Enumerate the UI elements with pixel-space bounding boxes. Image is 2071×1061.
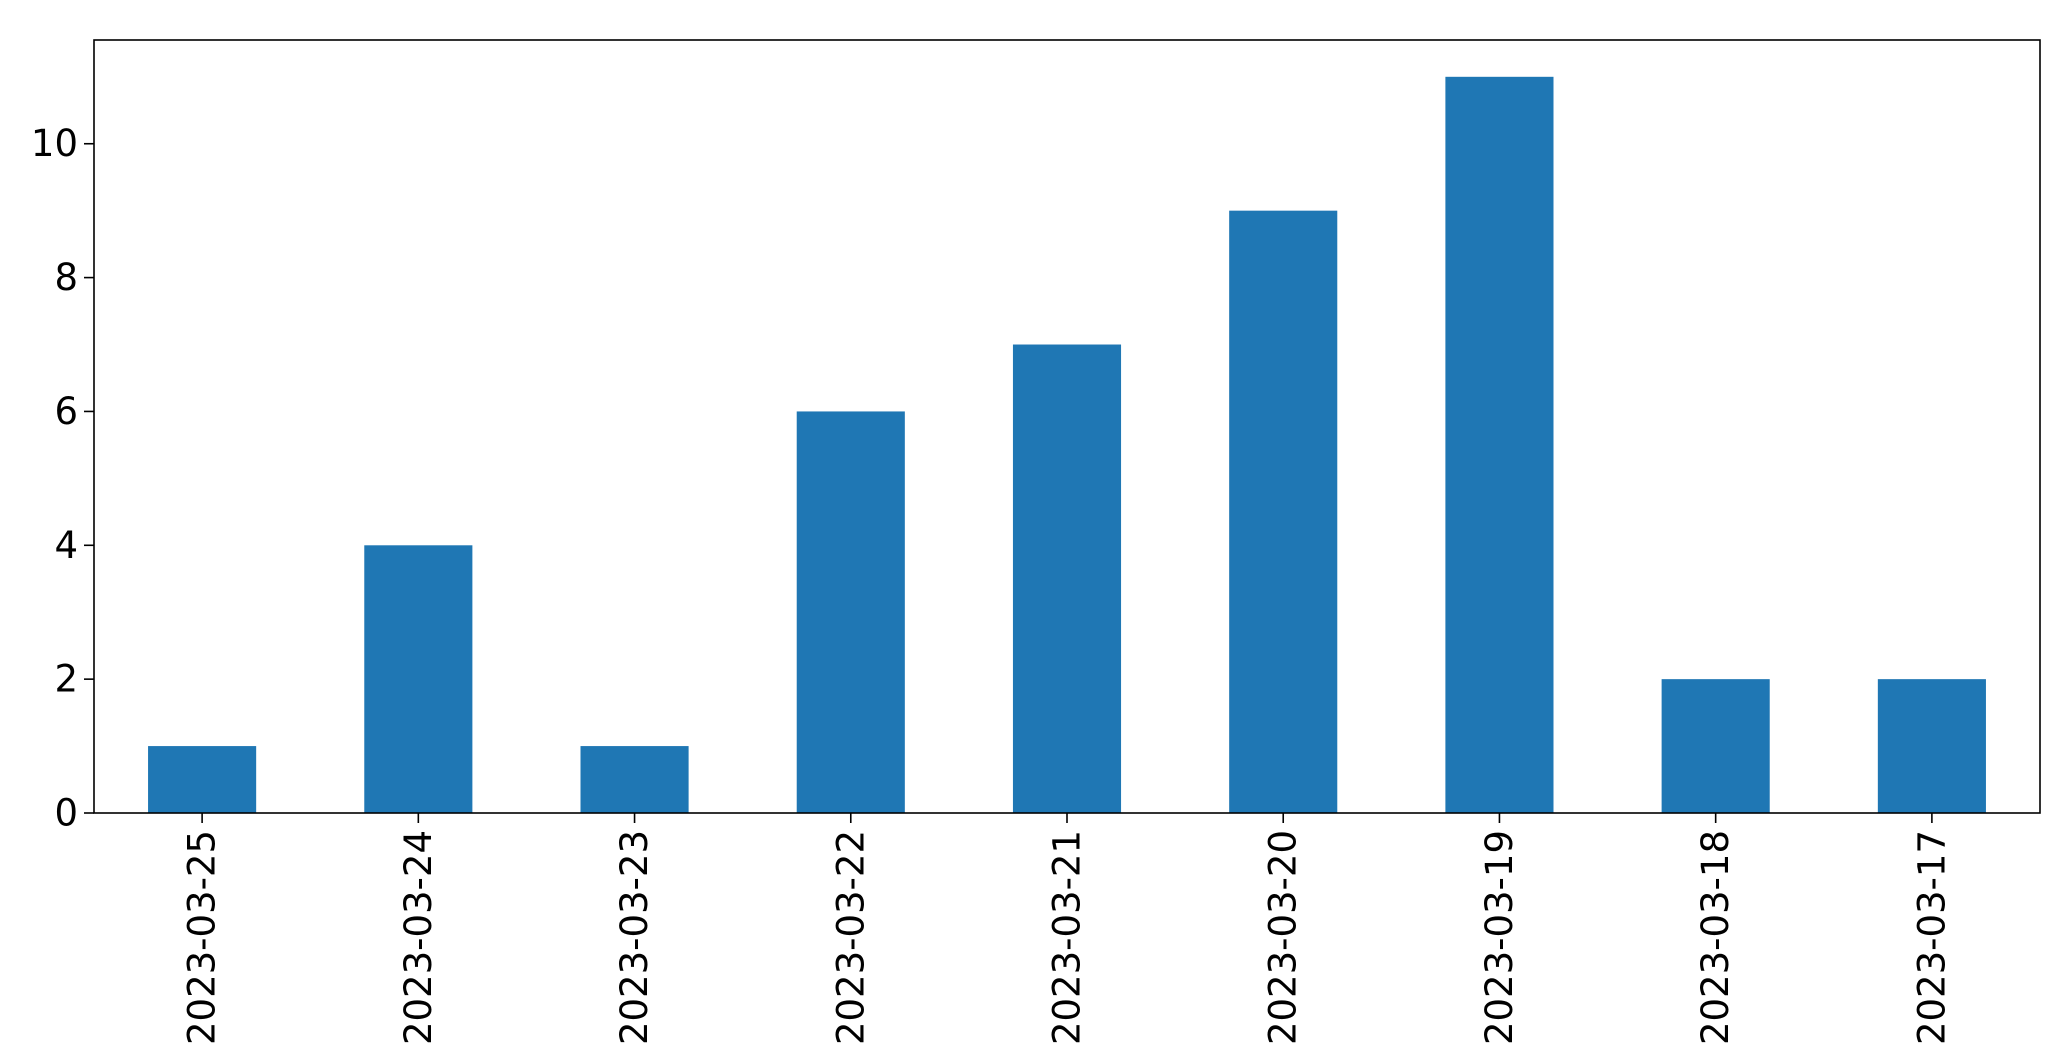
bar-2023-03-23 bbox=[580, 746, 689, 813]
x-tick-label: 2023-03-20 bbox=[1262, 830, 1305, 1045]
bar-2023-03-24 bbox=[364, 545, 473, 813]
x-tick-label: 2023-03-24 bbox=[397, 830, 440, 1045]
y-tick-label: 4 bbox=[54, 524, 78, 567]
x-tick-label: 2023-03-23 bbox=[613, 830, 656, 1045]
bar-2023-03-19 bbox=[1445, 76, 1554, 814]
bar-2023-03-18 bbox=[1661, 679, 1770, 813]
bar-2023-03-20 bbox=[1229, 210, 1338, 813]
y-tick-label: 8 bbox=[54, 256, 78, 299]
x-tick-label: 2023-03-25 bbox=[181, 830, 224, 1045]
x-tick-label: 2023-03-19 bbox=[1478, 830, 1521, 1045]
x-tick-label: 2023-03-17 bbox=[1910, 830, 1953, 1045]
x-tick-label: 2023-03-22 bbox=[829, 830, 872, 1045]
bar-2023-03-22 bbox=[796, 411, 905, 813]
x-tick-label: 2023-03-18 bbox=[1694, 830, 1737, 1045]
bar-2023-03-21 bbox=[1012, 344, 1122, 813]
bars bbox=[148, 76, 1986, 814]
bar-2023-03-17 bbox=[1877, 679, 1986, 813]
y-tick-label: 2 bbox=[54, 658, 78, 701]
plot-frame bbox=[93, 39, 2041, 814]
bar-2023-03-25 bbox=[148, 746, 257, 813]
y-axis: 0 2 4 6 8 10 bbox=[31, 122, 94, 835]
x-tick-label: 2023-03-21 bbox=[1046, 830, 1089, 1045]
y-tick-label: 0 bbox=[54, 792, 78, 835]
x-axis: 2023-03-25 2023-03-24 2023-03-23 2023-03-22… bbox=[181, 813, 1953, 1045]
y-tick-label: 10 bbox=[31, 122, 78, 165]
y-tick-label: 6 bbox=[54, 390, 78, 433]
